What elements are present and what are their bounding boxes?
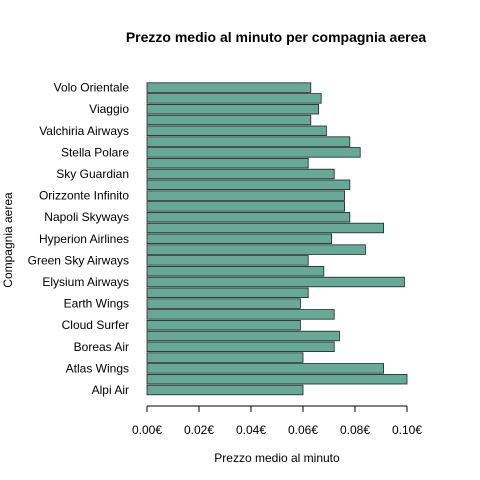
bar (147, 191, 345, 201)
y-tick-label: Napoli Skyways (44, 210, 129, 224)
bar (147, 169, 334, 179)
x-tick-label: 0.00€ (132, 423, 162, 437)
bar (147, 353, 303, 363)
bar (147, 288, 308, 298)
y-tick-label: Earth Wings (64, 297, 129, 311)
x-tick-label: 0.08€ (340, 423, 370, 437)
bar (147, 202, 345, 212)
bar (147, 364, 384, 374)
bar (147, 320, 300, 330)
bars-group (147, 83, 407, 395)
bar (147, 277, 404, 287)
y-tick-labels: Alpi Air Atlas Wings Boreas Air Cloud Surfe… (28, 81, 130, 397)
bar (147, 180, 350, 190)
x-axis: 0.00€ 0.02€ 0.04€ 0.06€ 0.08€ 0.10€ (132, 406, 422, 437)
bar (147, 148, 360, 158)
bar (147, 299, 300, 309)
bar (147, 374, 407, 384)
y-tick-label: Green Sky Airways (28, 253, 129, 267)
bar (147, 342, 334, 352)
y-tick-label: Alpi Air (92, 383, 129, 397)
bar (147, 137, 350, 147)
y-axis-label: Compagnia aerea (1, 192, 15, 288)
chart-title: Prezzo medio al minuto per compagnia aer… (126, 29, 427, 45)
y-tick-label: Orizzonte Infinito (39, 189, 129, 203)
x-tick-label: 0.02€ (184, 423, 214, 437)
y-tick-label: Elysium Airways (42, 275, 129, 289)
bar (147, 266, 324, 276)
bar (147, 83, 311, 93)
bar (147, 385, 303, 395)
bar (147, 256, 308, 266)
y-tick-label: Sky Guardian (56, 167, 129, 181)
bar (147, 223, 384, 233)
y-tick-label: Viaggio (89, 102, 129, 116)
bar (147, 126, 326, 136)
y-tick-label: Valchiria Airways (39, 124, 129, 138)
x-tick-label: 0.10€ (392, 423, 422, 437)
bar (147, 234, 332, 244)
y-tick-label: Hyperion Airlines (39, 232, 129, 246)
y-tick-label: Volo Orientale (54, 81, 130, 95)
bar (147, 245, 365, 255)
y-tick-label: Cloud Surfer (62, 318, 129, 332)
bar (147, 115, 311, 125)
bar (147, 331, 339, 341)
y-tick-label: Boreas Air (74, 340, 129, 354)
bar (147, 212, 350, 222)
y-tick-label: Atlas Wings (66, 361, 129, 375)
bar (147, 158, 308, 168)
bar (147, 310, 334, 320)
x-axis-label: Prezzo medio al minuto (214, 451, 340, 465)
x-tick-label: 0.06€ (288, 423, 318, 437)
y-tick-label: Stella Polare (61, 145, 129, 159)
bar (147, 104, 319, 114)
bar (147, 94, 321, 104)
x-tick-label: 0.04€ (236, 423, 266, 437)
